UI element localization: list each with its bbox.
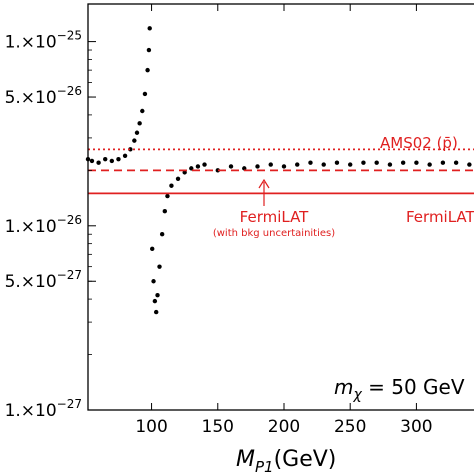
data-point [132,138,137,143]
scatter-points [85,26,472,315]
ams02-annotation: AMS02 (p̄) [380,134,458,152]
data-point [308,160,313,165]
data-point [137,121,142,126]
data-point [96,160,101,165]
data-point [427,162,432,167]
data-point [134,130,140,135]
y-axis: 1.×10−25 5.×10−26 1.×10−26 5.×10−27 1.×10−27 [5,29,96,421]
data-point [157,264,162,269]
data-point [228,164,234,169]
data-point [89,158,95,164]
ams02-label: AMS02 (p̄) [380,134,458,152]
y-tick-label: 1.×10−27 [5,397,82,421]
fermilat-bkg-sublabel: (with bkg uncertainities) [213,228,335,239]
data-point [116,156,121,162]
data-point [467,162,472,167]
data-point [453,160,459,165]
data-point [122,153,128,158]
fermilat-arrow-head [258,178,270,189]
data-point [152,298,158,304]
x-tick-label: 300 [400,417,432,437]
x-tick-label: 150 [202,417,234,437]
reference-lines [88,148,474,195]
data-point [162,209,168,214]
data-point [195,164,201,169]
y-tick-label: 1.×10−26 [5,213,82,237]
svg-text:AMS02 (p̄): AMS02 (p̄) [380,134,458,152]
data-point [146,47,152,53]
plot-frame [87,3,474,411]
y-tick-label: 5.×10−27 [5,268,82,292]
data-point [142,91,148,97]
data-point [151,279,156,284]
data-point [109,158,115,164]
data-point [347,162,353,167]
data-point [202,162,207,167]
data-point [150,246,155,252]
x-tick-label: 250 [334,417,366,437]
data-point [215,168,220,173]
svg-text:mχ = 50 GeV: mχ = 50 GeV [334,375,465,403]
fermilat-annotation: FermiLAT [406,208,474,226]
fermilat-label: FermiLAT [406,208,474,226]
data-point [153,309,159,315]
data-point [295,162,300,167]
svg-text:MP1(GeV): MP1(GeV) [236,447,336,474]
data-point [165,193,170,199]
fermilat-bkg-annotation: FermiLAT (with bkg uncertainities) [213,178,335,239]
data-point [140,108,145,114]
fermilat-bkg-label: FermiLAT [240,208,310,226]
y-tick-label: 1.×10−25 [5,29,82,53]
data-point [147,26,152,31]
data-point [128,147,133,152]
data-point [169,183,174,188]
data-point [387,162,393,167]
data-point [268,162,273,167]
data-point [400,160,406,165]
data-point [159,232,165,237]
data-point [334,160,340,165]
data-point [440,160,446,165]
y-tick-label: 5.×10−26 [5,84,82,108]
data-point [103,156,108,162]
x-tick-label: 200 [268,417,300,437]
data-point [182,170,187,175]
data-point [361,160,366,165]
x-axis: 100 150 200 250 300 [135,4,433,437]
data-point [145,67,150,73]
data-point [255,164,260,169]
data-point [321,162,326,167]
data-point [155,292,160,298]
x-axis-label: MP1(GeV) [236,447,336,474]
x-tick-label: 100 [135,417,167,437]
data-point [374,160,379,165]
data-point [175,176,181,181]
data-point [414,160,419,165]
data-point [281,164,287,169]
mass-label: mχ = 50 GeV [334,375,465,403]
